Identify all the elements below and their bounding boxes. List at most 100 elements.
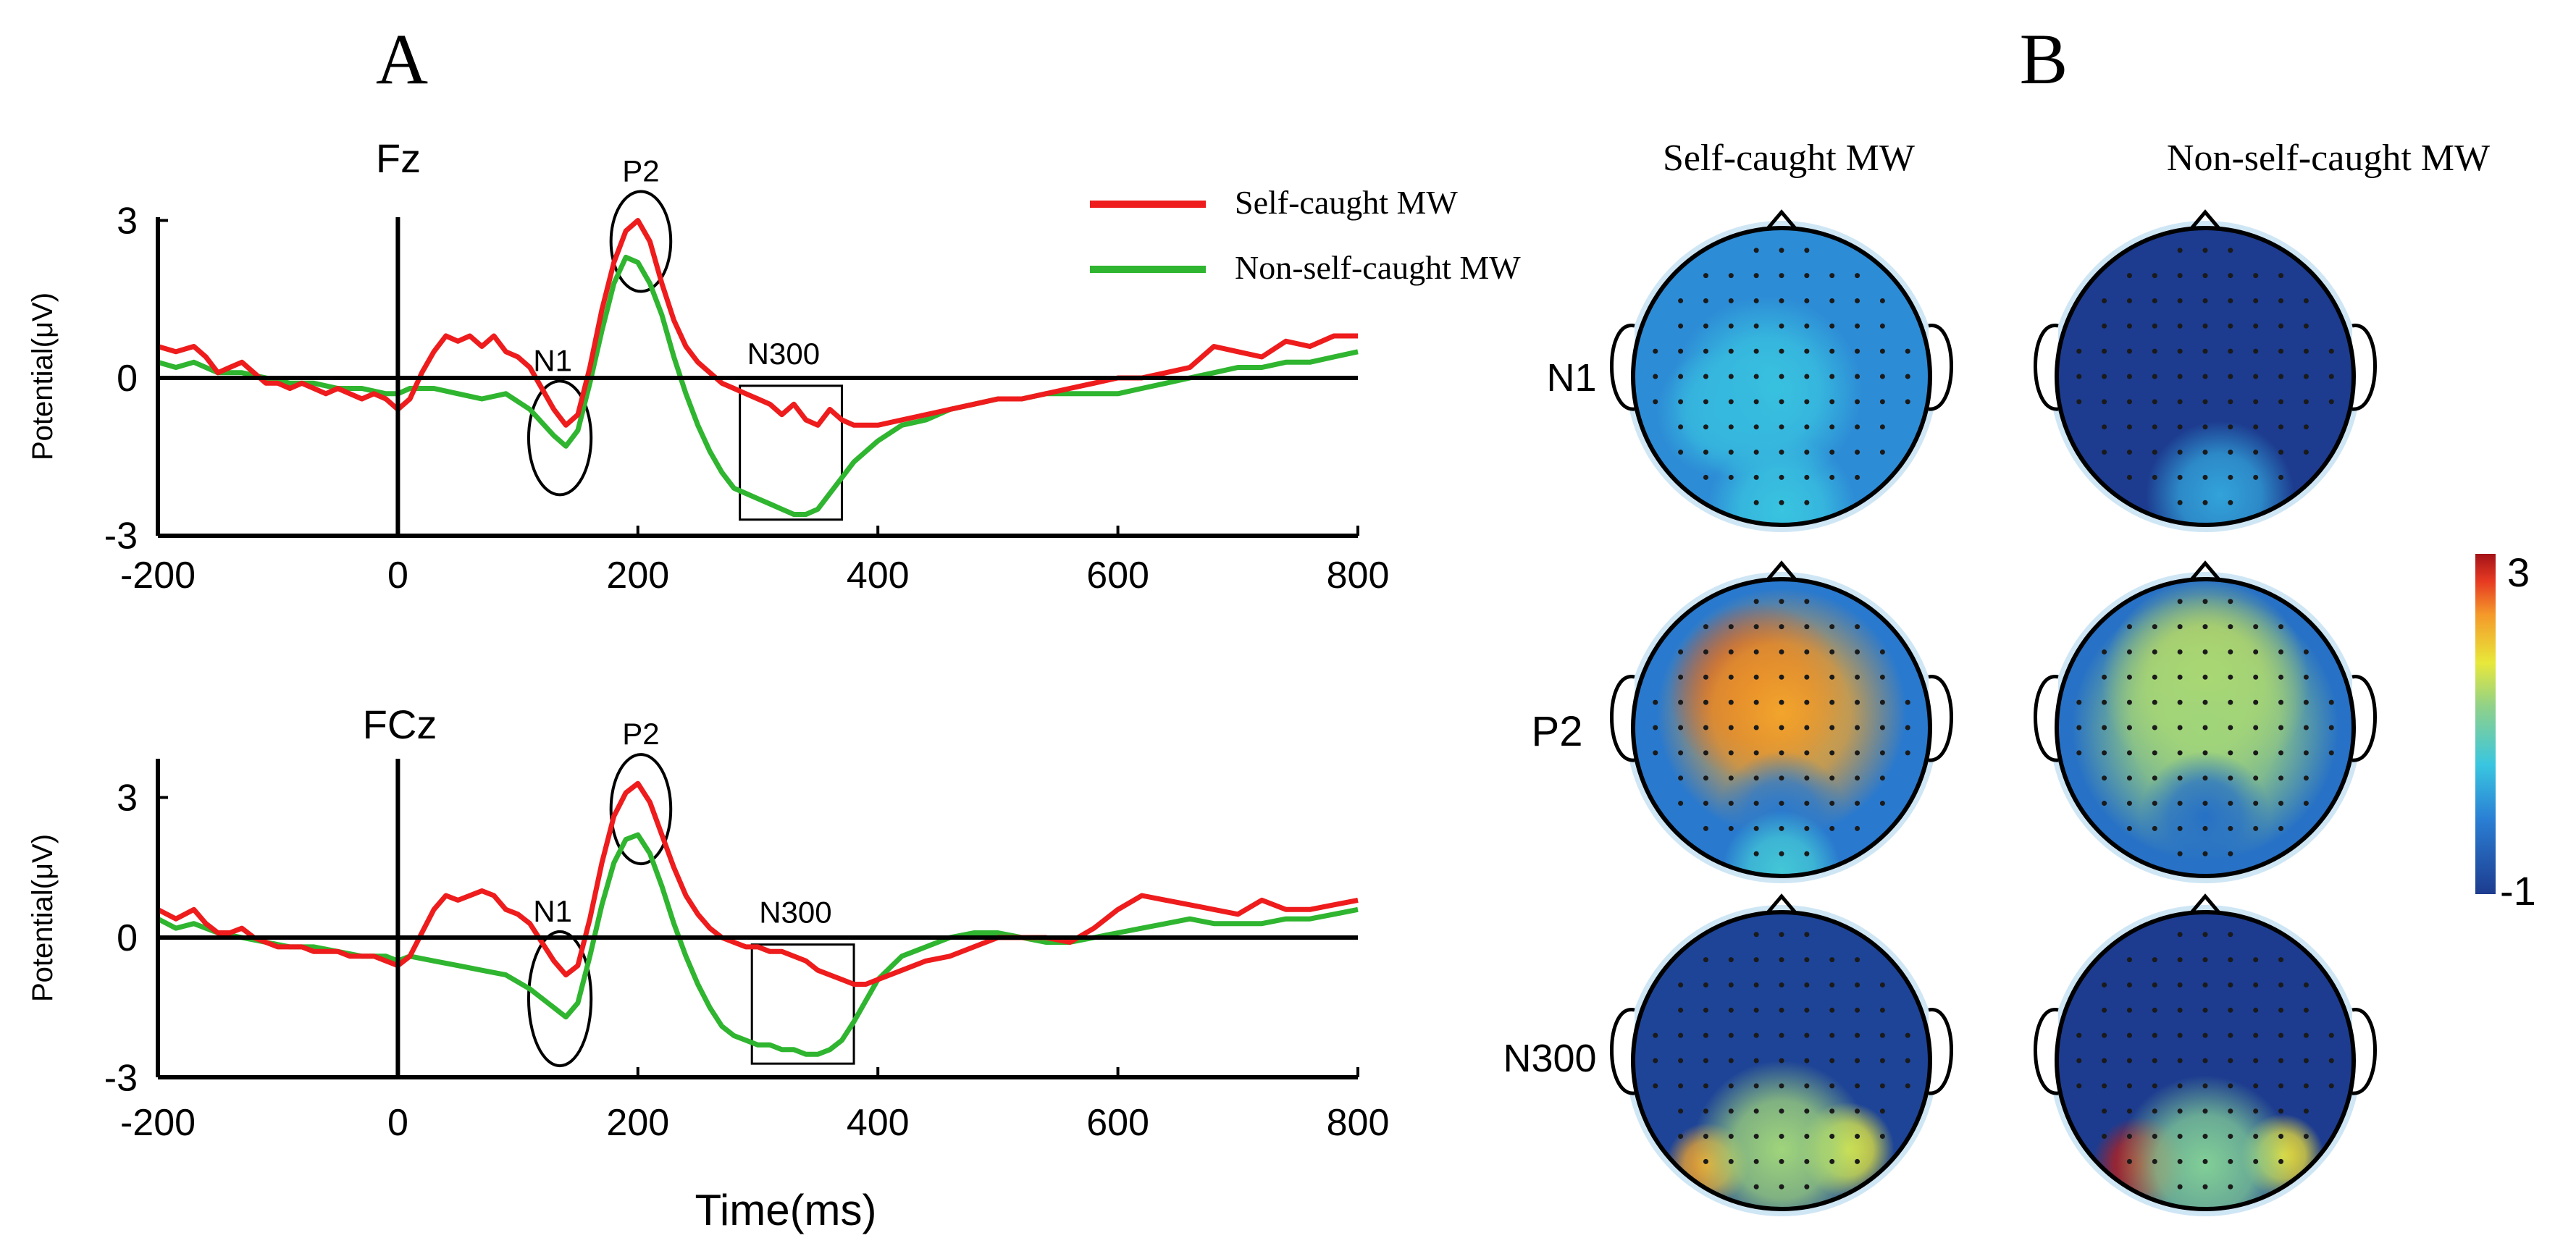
electrode xyxy=(2177,825,2183,831)
erp-ylabel-fcz: Potential(μV) xyxy=(27,834,59,1002)
electrode xyxy=(2102,674,2107,680)
electrode xyxy=(1753,374,1759,379)
electrode xyxy=(1855,750,1860,756)
electrode xyxy=(1855,1032,1860,1038)
topo-map-n300-self xyxy=(1610,893,1953,1216)
electrode xyxy=(2228,982,2233,988)
electrode xyxy=(1905,750,1910,756)
electrode xyxy=(2126,825,2132,831)
electrode xyxy=(2228,775,2233,781)
electrode xyxy=(1829,399,1835,405)
electrode xyxy=(1779,1108,1784,1114)
electrode xyxy=(2253,1007,2259,1013)
topo-map-p2-non-self xyxy=(2034,560,2377,883)
electrode xyxy=(1728,825,1734,831)
electrode xyxy=(2126,982,2132,988)
electrode xyxy=(2303,298,2309,303)
electrode xyxy=(2126,624,2132,630)
x-tick-label: 600 xyxy=(1086,555,1149,597)
electrode xyxy=(2228,1007,2233,1013)
electrode xyxy=(1779,399,1784,405)
electrode xyxy=(1855,273,1860,279)
series-line-non-self-caught xyxy=(157,254,1359,517)
electrode xyxy=(1728,273,1734,279)
topo-blob xyxy=(2146,421,2294,525)
x-tick-label: 600 xyxy=(1086,1102,1149,1144)
electrode xyxy=(1829,474,1835,480)
electrode xyxy=(1855,674,1860,680)
electrode xyxy=(1879,1058,1885,1064)
electrode xyxy=(2102,775,2107,781)
topo-surface xyxy=(2057,579,2354,876)
electrode xyxy=(2126,699,2132,705)
electrode xyxy=(1855,1158,1860,1164)
electrode xyxy=(1779,1058,1784,1064)
electrode xyxy=(1804,450,1810,455)
electrode xyxy=(2126,1134,2132,1140)
electrode xyxy=(2202,450,2208,455)
electrode xyxy=(2253,750,2259,756)
electrode xyxy=(2202,674,2208,680)
electrode xyxy=(2152,1007,2157,1013)
electrode xyxy=(1728,1134,1734,1140)
electrode xyxy=(1855,298,1860,303)
topo-map-n1-non-self xyxy=(2034,209,2377,532)
electrode xyxy=(1753,699,1759,705)
electrode xyxy=(2303,775,2309,781)
electrode xyxy=(2202,699,2208,705)
electrode xyxy=(1703,775,1708,781)
electrode xyxy=(2177,323,2183,329)
electrode xyxy=(1855,424,1860,430)
series-line-self-caught xyxy=(157,218,1358,428)
electrode xyxy=(2253,474,2259,480)
electrode xyxy=(1779,1158,1784,1164)
electrode xyxy=(1829,801,1835,807)
electrode xyxy=(1804,957,1810,963)
electrode xyxy=(1703,474,1708,480)
electrode xyxy=(2126,273,2132,279)
electrode xyxy=(2228,825,2233,831)
topo-blob xyxy=(2139,751,2271,876)
electrode xyxy=(2177,1058,2183,1064)
electrode xyxy=(1804,1083,1810,1089)
left-ear-icon xyxy=(1610,675,1635,762)
topo-surface xyxy=(1633,912,1930,1209)
electrode xyxy=(1728,1007,1734,1013)
electrode xyxy=(2202,624,2208,630)
electrode xyxy=(1855,348,1860,354)
electrode xyxy=(1753,450,1759,455)
electrode xyxy=(2102,450,2107,455)
electrode xyxy=(2228,1032,2233,1038)
electrode xyxy=(2202,1007,2208,1013)
electrode xyxy=(2102,649,2107,654)
electrode xyxy=(2177,750,2183,756)
electrode xyxy=(2152,1134,2157,1140)
electrode xyxy=(2228,699,2233,705)
electrode xyxy=(1753,1108,1759,1114)
electrode xyxy=(1728,298,1734,303)
electrode xyxy=(2076,699,2082,705)
electrode xyxy=(1879,674,1885,680)
electrode xyxy=(1829,750,1835,756)
electrode xyxy=(2126,1058,2132,1064)
electrode xyxy=(2202,1158,2208,1164)
electrode xyxy=(2177,1108,2183,1114)
electrode xyxy=(1779,699,1784,705)
y-tick-label: -3 xyxy=(104,1058,138,1100)
electrode xyxy=(2303,1058,2309,1064)
electrode xyxy=(1779,298,1784,303)
electrode xyxy=(1804,248,1810,253)
erp-ticks-fcz: -200 0 200 400 600 800 3 0 -3 xyxy=(104,778,1390,1145)
head-outline xyxy=(2055,910,2356,1211)
electrode xyxy=(1779,1083,1784,1089)
p2-ellipse xyxy=(609,190,673,293)
electrode xyxy=(1728,450,1734,455)
electrode xyxy=(2177,273,2183,279)
electrode xyxy=(1855,725,1860,730)
electrode xyxy=(2253,323,2259,329)
electrode xyxy=(2253,273,2259,279)
right-ear-icon xyxy=(2351,675,2377,762)
electrode xyxy=(2152,298,2157,303)
electrode xyxy=(1804,801,1810,807)
electrode xyxy=(1905,348,1910,354)
